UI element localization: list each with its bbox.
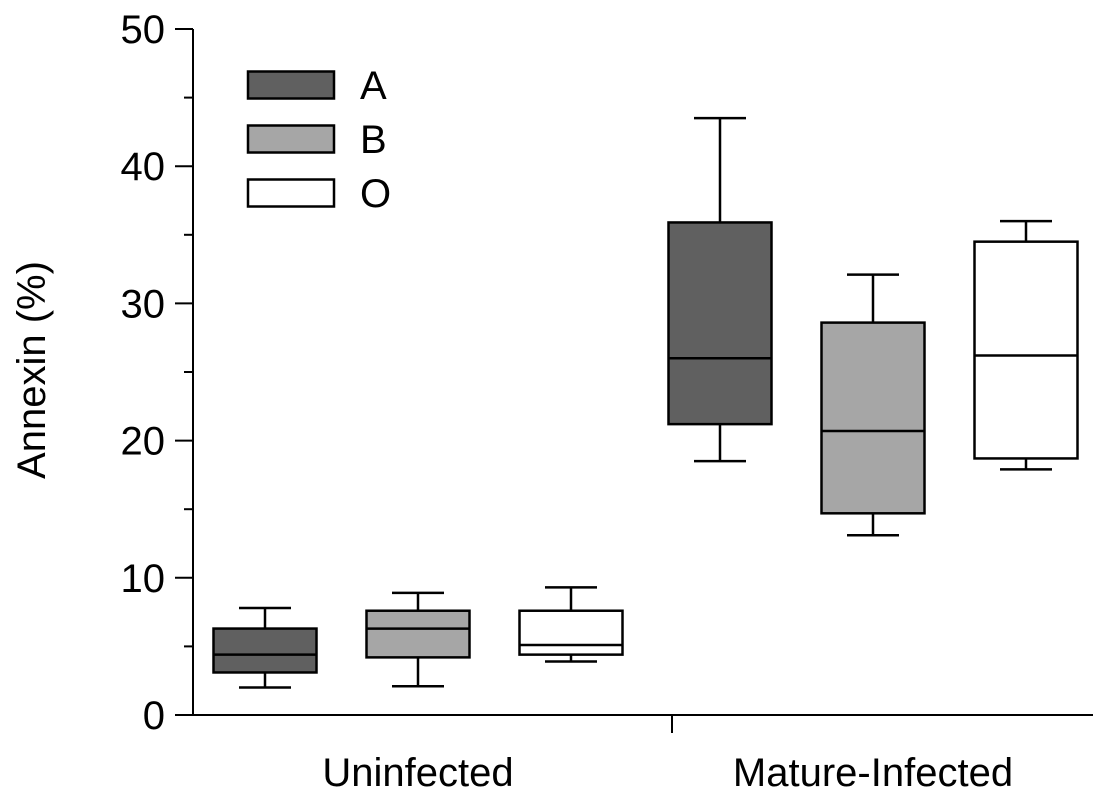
box-A-mature-infected — [667, 116, 773, 463]
box-B-uninfected — [365, 591, 471, 688]
legend-swatch-O — [246, 178, 336, 208]
y-tick-label: 40 — [121, 145, 166, 189]
box-A-uninfected — [212, 606, 318, 689]
x-axis: Uninfected Mature-Infected — [193, 714, 1093, 795]
legend-swatch-B — [246, 124, 336, 154]
legend: ABO — [246, 64, 391, 216]
box-O-uninfected — [518, 586, 624, 663]
y-tick-label: 50 — [121, 8, 166, 52]
legend-label-O: O — [360, 172, 391, 216]
box-O-mature-infected — [973, 219, 1079, 471]
y-axis: 0 10 20 30 40 50 — [121, 8, 194, 738]
legend-swatch-A — [246, 70, 336, 100]
box-iqr — [973, 240, 1079, 460]
legend-label-B: B — [360, 118, 387, 162]
y-axis-title: Annexin (%) — [10, 261, 54, 479]
y-tick-label: 0 — [143, 694, 165, 738]
box-iqr — [365, 609, 471, 659]
box-iqr — [667, 221, 773, 426]
x-category-label: Mature-Infected — [733, 751, 1013, 795]
box-series — [212, 116, 1079, 689]
y-tick-label: 20 — [121, 420, 166, 464]
y-tick-label: 10 — [121, 557, 166, 601]
box-B-mature-infected — [820, 273, 926, 537]
box-iqr — [518, 609, 624, 656]
y-tick-label: 30 — [121, 282, 166, 326]
box-iqr — [212, 627, 318, 674]
box-iqr — [820, 321, 926, 515]
legend-label-A: A — [360, 64, 387, 108]
x-category-label: Uninfected — [322, 751, 513, 795]
